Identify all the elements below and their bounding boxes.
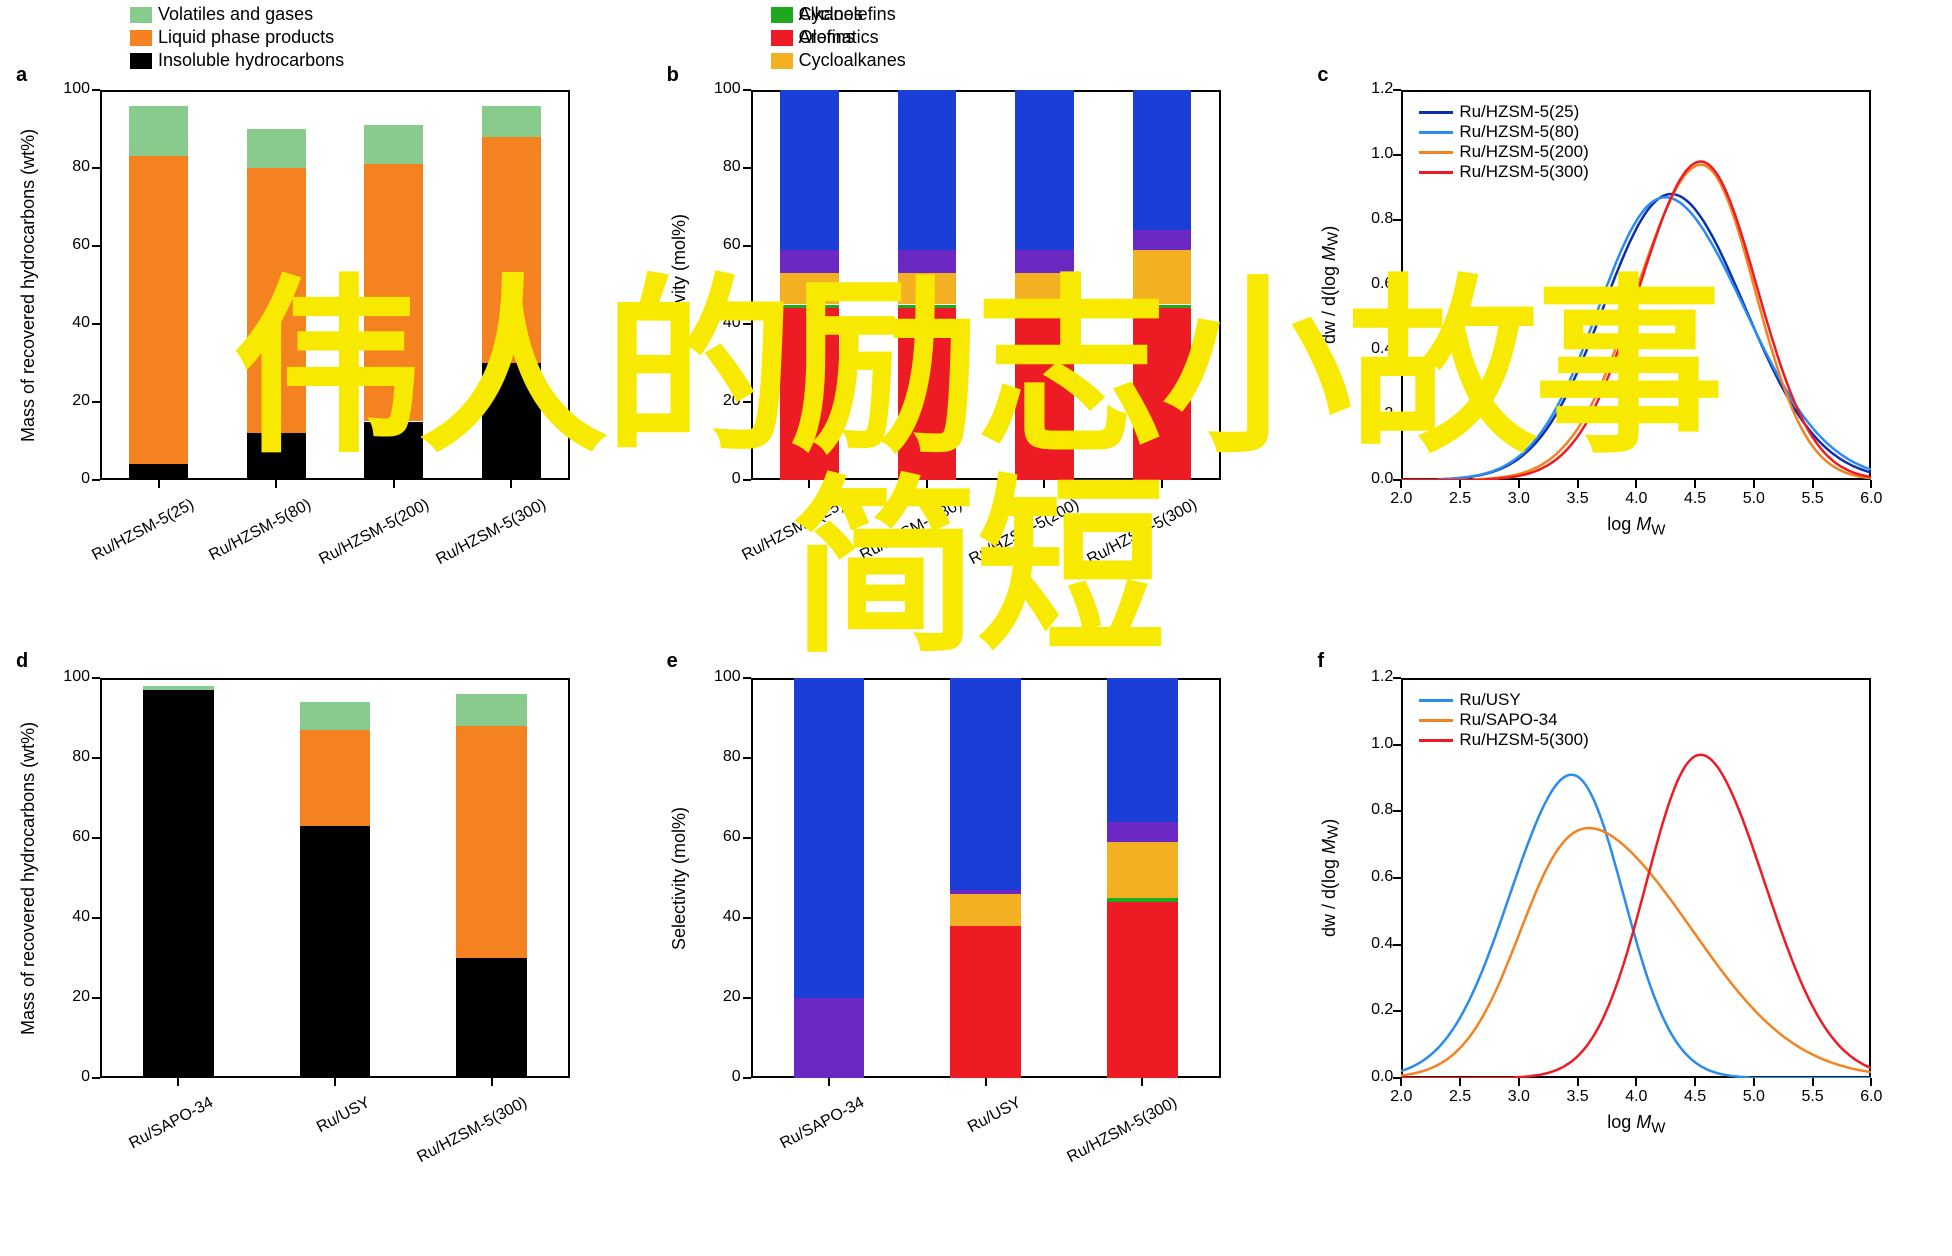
panel-d: d020406080100Mass of recovered hydrocarb… [0, 628, 651, 1256]
bar-segment-cycloolefins [1133, 305, 1192, 309]
bar-segment-cycloalkanes [1015, 273, 1074, 304]
bar-segment-cycloalkanes [950, 894, 1021, 926]
bar-segment-aromatics [898, 308, 957, 480]
bar-segment-alkanes [950, 678, 1021, 890]
bar-segment-olefins [1133, 230, 1192, 250]
bar-segment-olefins [794, 998, 865, 1078]
curve-Ru/HZSM-5(200) [1401, 165, 1871, 480]
bar-segment-insoluble [364, 422, 423, 481]
bar-segment-alkanes [1107, 678, 1178, 822]
bar-segment-olefins [1107, 822, 1178, 842]
bar-segment-liquid [456, 726, 527, 958]
bar-segment-cycloalkanes [1133, 250, 1192, 305]
bar-segment-cycloolefins [1107, 898, 1178, 902]
bar-segment-liquid [482, 137, 541, 363]
bar-segment-insoluble [456, 958, 527, 1078]
bar-segment-cycloalkanes [780, 273, 839, 304]
bar-segment-volatiles [456, 694, 527, 726]
panel-e: e020406080100Selectivity (mol%)Ru/SAPO-3… [651, 628, 1302, 1256]
bar-segment-aromatics [950, 926, 1021, 1078]
bar-segment-alkanes [898, 90, 957, 250]
bar-segment-cycloalkanes [898, 273, 957, 304]
bar-segment-insoluble [482, 363, 541, 480]
bar-segment-alkanes [794, 678, 865, 998]
curve-Ru/HZSM-5(25) [1401, 194, 1871, 480]
bar-segment-insoluble [300, 826, 371, 1078]
bar-segment-alkanes [780, 90, 839, 250]
bar-segment-aromatics [1133, 308, 1192, 480]
bar-segment-insoluble [247, 433, 306, 480]
bar-segment-liquid [129, 156, 188, 464]
bar-segment-cycloalkanes [1107, 842, 1178, 898]
bar-segment-olefins [1015, 250, 1074, 273]
bar-segment-insoluble [129, 464, 188, 480]
panel-b: b020406080100Selectivity (mol%)Ru/HZSM-5… [651, 0, 1302, 628]
bar-segment-liquid [300, 730, 371, 826]
panel-f: f0.00.20.40.60.81.01.2dw / d(log MW)2.02… [1301, 628, 1952, 1256]
bar-segment-volatiles [364, 125, 423, 164]
panel-c: c0.00.20.40.60.81.01.2dw / d(log MW)2.02… [1301, 0, 1952, 628]
curve-Ru/HZSM-5(300) [1401, 162, 1871, 481]
bar-segment-aromatics [1015, 308, 1074, 480]
bar-segment-liquid [247, 168, 306, 433]
bar-segment-volatiles [129, 106, 188, 157]
bar-segment-insoluble [143, 690, 214, 1078]
bar-segment-alkanes [1015, 90, 1074, 250]
bar-segment-cycloolefins [898, 305, 957, 309]
curve-Ru/HZSM-5(300) [1401, 755, 1871, 1078]
figure-grid: a020406080100Mass of recovered hydrocarb… [0, 0, 1952, 1256]
bar-segment-olefins [950, 890, 1021, 894]
bar-segment-olefins [898, 250, 957, 273]
bar-segment-volatiles [300, 702, 371, 730]
curve-Ru/HZSM-5(80) [1401, 197, 1871, 480]
bar-segment-cycloolefins [1015, 305, 1074, 309]
bar-segment-cycloolefins [780, 305, 839, 309]
bar-segment-volatiles [247, 129, 306, 168]
panel-a: a020406080100Mass of recovered hydrocarb… [0, 0, 651, 628]
bar-segment-liquid [364, 164, 423, 421]
bar-segment-aromatics [1107, 902, 1178, 1078]
bar-segment-volatiles [143, 686, 214, 690]
bar-segment-olefins [780, 250, 839, 273]
bar-segment-volatiles [482, 106, 541, 137]
bar-segment-alkanes [1133, 90, 1192, 230]
curve-Ru/SAPO-34 [1401, 828, 1871, 1076]
bar-segment-aromatics [780, 308, 839, 480]
